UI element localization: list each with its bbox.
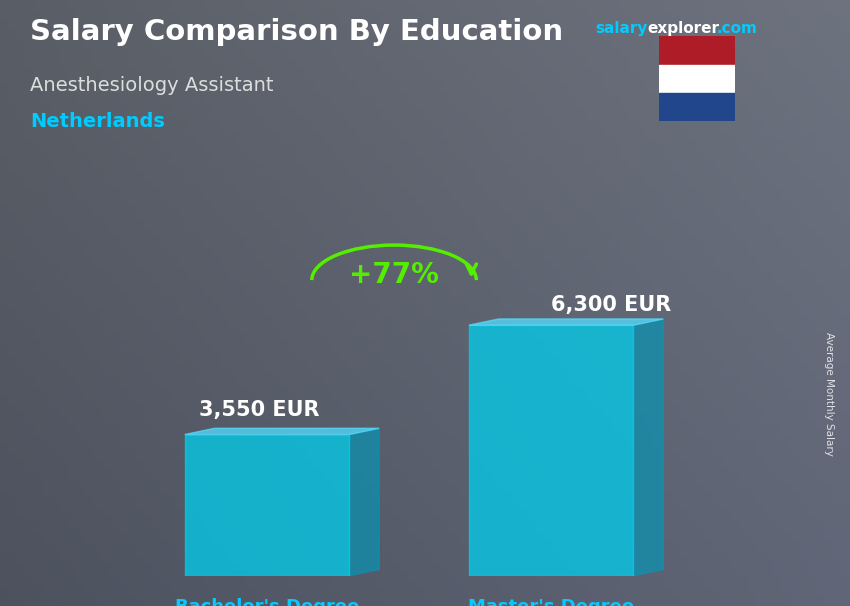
Bar bbox=[659, 36, 735, 65]
Polygon shape bbox=[349, 428, 379, 576]
Bar bbox=[469, 325, 633, 576]
Text: 3,550 EUR: 3,550 EUR bbox=[199, 399, 320, 419]
Polygon shape bbox=[469, 319, 663, 325]
Polygon shape bbox=[184, 428, 379, 435]
Text: 6,300 EUR: 6,300 EUR bbox=[551, 295, 672, 315]
Text: Master's Degree: Master's Degree bbox=[468, 598, 634, 606]
Bar bbox=[659, 65, 735, 93]
Text: salary: salary bbox=[595, 21, 648, 36]
Text: Bachelor's Degree: Bachelor's Degree bbox=[175, 598, 359, 606]
Text: Anesthesiology Assistant: Anesthesiology Assistant bbox=[30, 76, 273, 95]
Text: Average Monthly Salary: Average Monthly Salary bbox=[824, 332, 834, 456]
Text: +77%: +77% bbox=[349, 261, 439, 289]
Text: explorer: explorer bbox=[648, 21, 720, 36]
Text: .com: .com bbox=[717, 21, 757, 36]
Bar bbox=[184, 435, 349, 576]
Text: Salary Comparison By Education: Salary Comparison By Education bbox=[30, 18, 563, 46]
Bar bbox=[659, 93, 735, 121]
Polygon shape bbox=[633, 319, 663, 576]
Text: Netherlands: Netherlands bbox=[30, 112, 165, 131]
